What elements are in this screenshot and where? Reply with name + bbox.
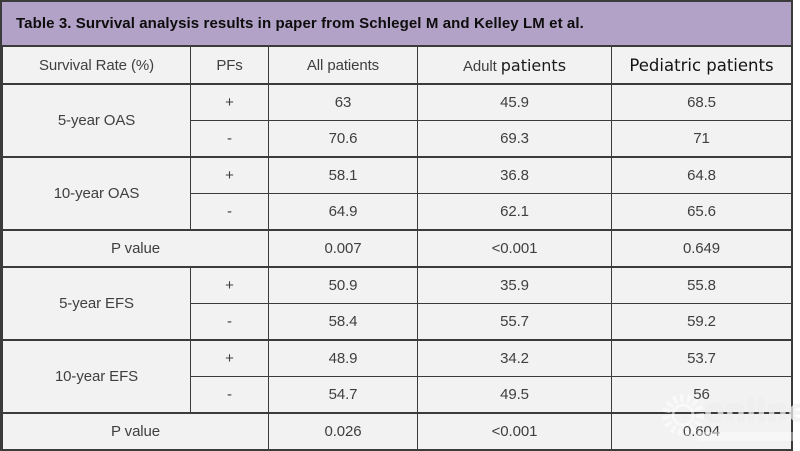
row-5yr-oas-plus: 5-year OAS + 63 45.9 68.5 xyxy=(2,83,792,158)
value-cell-adult: <0.001 xyxy=(417,412,612,450)
row-10yr-oas-plus: 10-year OAS + 58.1 36.8 64.8 xyxy=(2,156,792,231)
header-row: Survival Rate (%) PFs All patients Adult… xyxy=(2,45,792,85)
value-cell-all: 64.9 xyxy=(268,193,418,231)
value-cell-pediatric: 59.2 xyxy=(611,303,792,341)
survival-analysis-table: Survival Rate (%) PFs All patients Adult… xyxy=(2,45,792,450)
row-5yr-efs-plus: 5-year EFS + 50.9 35.9 55.8 xyxy=(2,266,792,341)
value-cell-pediatric: 68.5 xyxy=(611,83,792,121)
value-cell-adult: 34.2 xyxy=(417,339,612,377)
pf-cell: + xyxy=(190,339,269,377)
value-cell-adult: 49.5 xyxy=(417,376,612,414)
value-cell-adult: 45.9 xyxy=(417,83,612,121)
row-p-value-efs: P value 0.026 <0.001 0.604 xyxy=(2,412,792,450)
pf-cell: - xyxy=(190,193,269,231)
value-cell-all: 70.6 xyxy=(268,120,418,158)
col-header-pediatric-patients: Pediatric patients xyxy=(611,45,792,85)
row-p-value-oas: P value 0.007 <0.001 0.649 xyxy=(2,229,792,268)
value-cell-adult: 55.7 xyxy=(417,303,612,341)
value-cell-pediatric: 56 xyxy=(611,376,792,414)
pf-cell: - xyxy=(190,376,269,414)
value-cell-adult: 69.3 xyxy=(417,120,612,158)
col-header-pfs: PFs xyxy=(190,45,269,85)
value-cell-adult: 35.9 xyxy=(417,266,612,304)
value-cell-pediatric: 53.7 xyxy=(611,339,792,377)
adult-label-part2: patients xyxy=(500,55,567,75)
row-label-5yr-oas: 5-year OAS xyxy=(2,83,191,158)
pf-cell: + xyxy=(190,156,269,194)
col-header-survival-rate: Survival Rate (%) xyxy=(2,45,191,85)
col-header-all-patients: All patients xyxy=(268,45,418,85)
table-title: Table 3. Survival analysis results in pa… xyxy=(16,15,584,32)
value-cell-adult: 62.1 xyxy=(417,193,612,231)
row-10yr-oas-minus: - 64.9 62.1 65.6 xyxy=(3,193,792,231)
col-header-adult-patients: Adult patients xyxy=(417,45,612,85)
value-cell-all: 48.9 xyxy=(268,339,418,377)
value-cell-adult: 36.8 xyxy=(417,156,612,194)
value-cell-all: 0.026 xyxy=(268,412,418,450)
value-cell-all: 63 xyxy=(268,83,418,121)
pf-cell: + xyxy=(190,266,269,304)
pf-cell: + xyxy=(190,83,269,121)
value-cell-all: 58.1 xyxy=(268,156,418,194)
value-cell-pediatric: 0.604 xyxy=(611,412,792,450)
value-cell-all: 58.4 xyxy=(268,303,418,341)
value-cell-all: 50.9 xyxy=(268,266,418,304)
row-10yr-efs-plus: 10-year EFS + 48.9 34.2 53.7 xyxy=(2,339,792,414)
value-cell-pediatric: 65.6 xyxy=(611,193,792,231)
row-label-p-value: P value xyxy=(2,229,269,268)
row-label-5yr-efs: 5-year EFS xyxy=(2,266,191,341)
pf-cell: - xyxy=(190,120,269,158)
adult-label-part1: Adult xyxy=(462,57,497,75)
value-cell-adult: <0.001 xyxy=(417,229,612,268)
value-cell-pediatric: 55.8 xyxy=(611,266,792,304)
value-cell-pediatric: 71 xyxy=(611,120,792,158)
pf-cell: - xyxy=(190,303,269,341)
table-title-bar: Table 3. Survival analysis results in pa… xyxy=(2,2,791,45)
table-header: Survival Rate (%) PFs All patients Adult… xyxy=(2,45,792,85)
value-cell-all: 0.007 xyxy=(268,229,418,268)
value-cell-pediatric: 64.8 xyxy=(611,156,792,194)
row-label-10yr-oas: 10-year OAS xyxy=(2,156,191,231)
value-cell-pediatric: 0.649 xyxy=(611,229,792,268)
row-5yr-efs-minus: - 58.4 55.7 59.2 xyxy=(3,303,792,341)
table-body: 5-year OAS + 63 45.9 68.5 - 70.6 69.3 71… xyxy=(2,83,792,450)
row-label-p-value: P value xyxy=(2,412,269,450)
row-label-10yr-efs: 10-year EFS xyxy=(2,339,191,414)
value-cell-all: 54.7 xyxy=(268,376,418,414)
